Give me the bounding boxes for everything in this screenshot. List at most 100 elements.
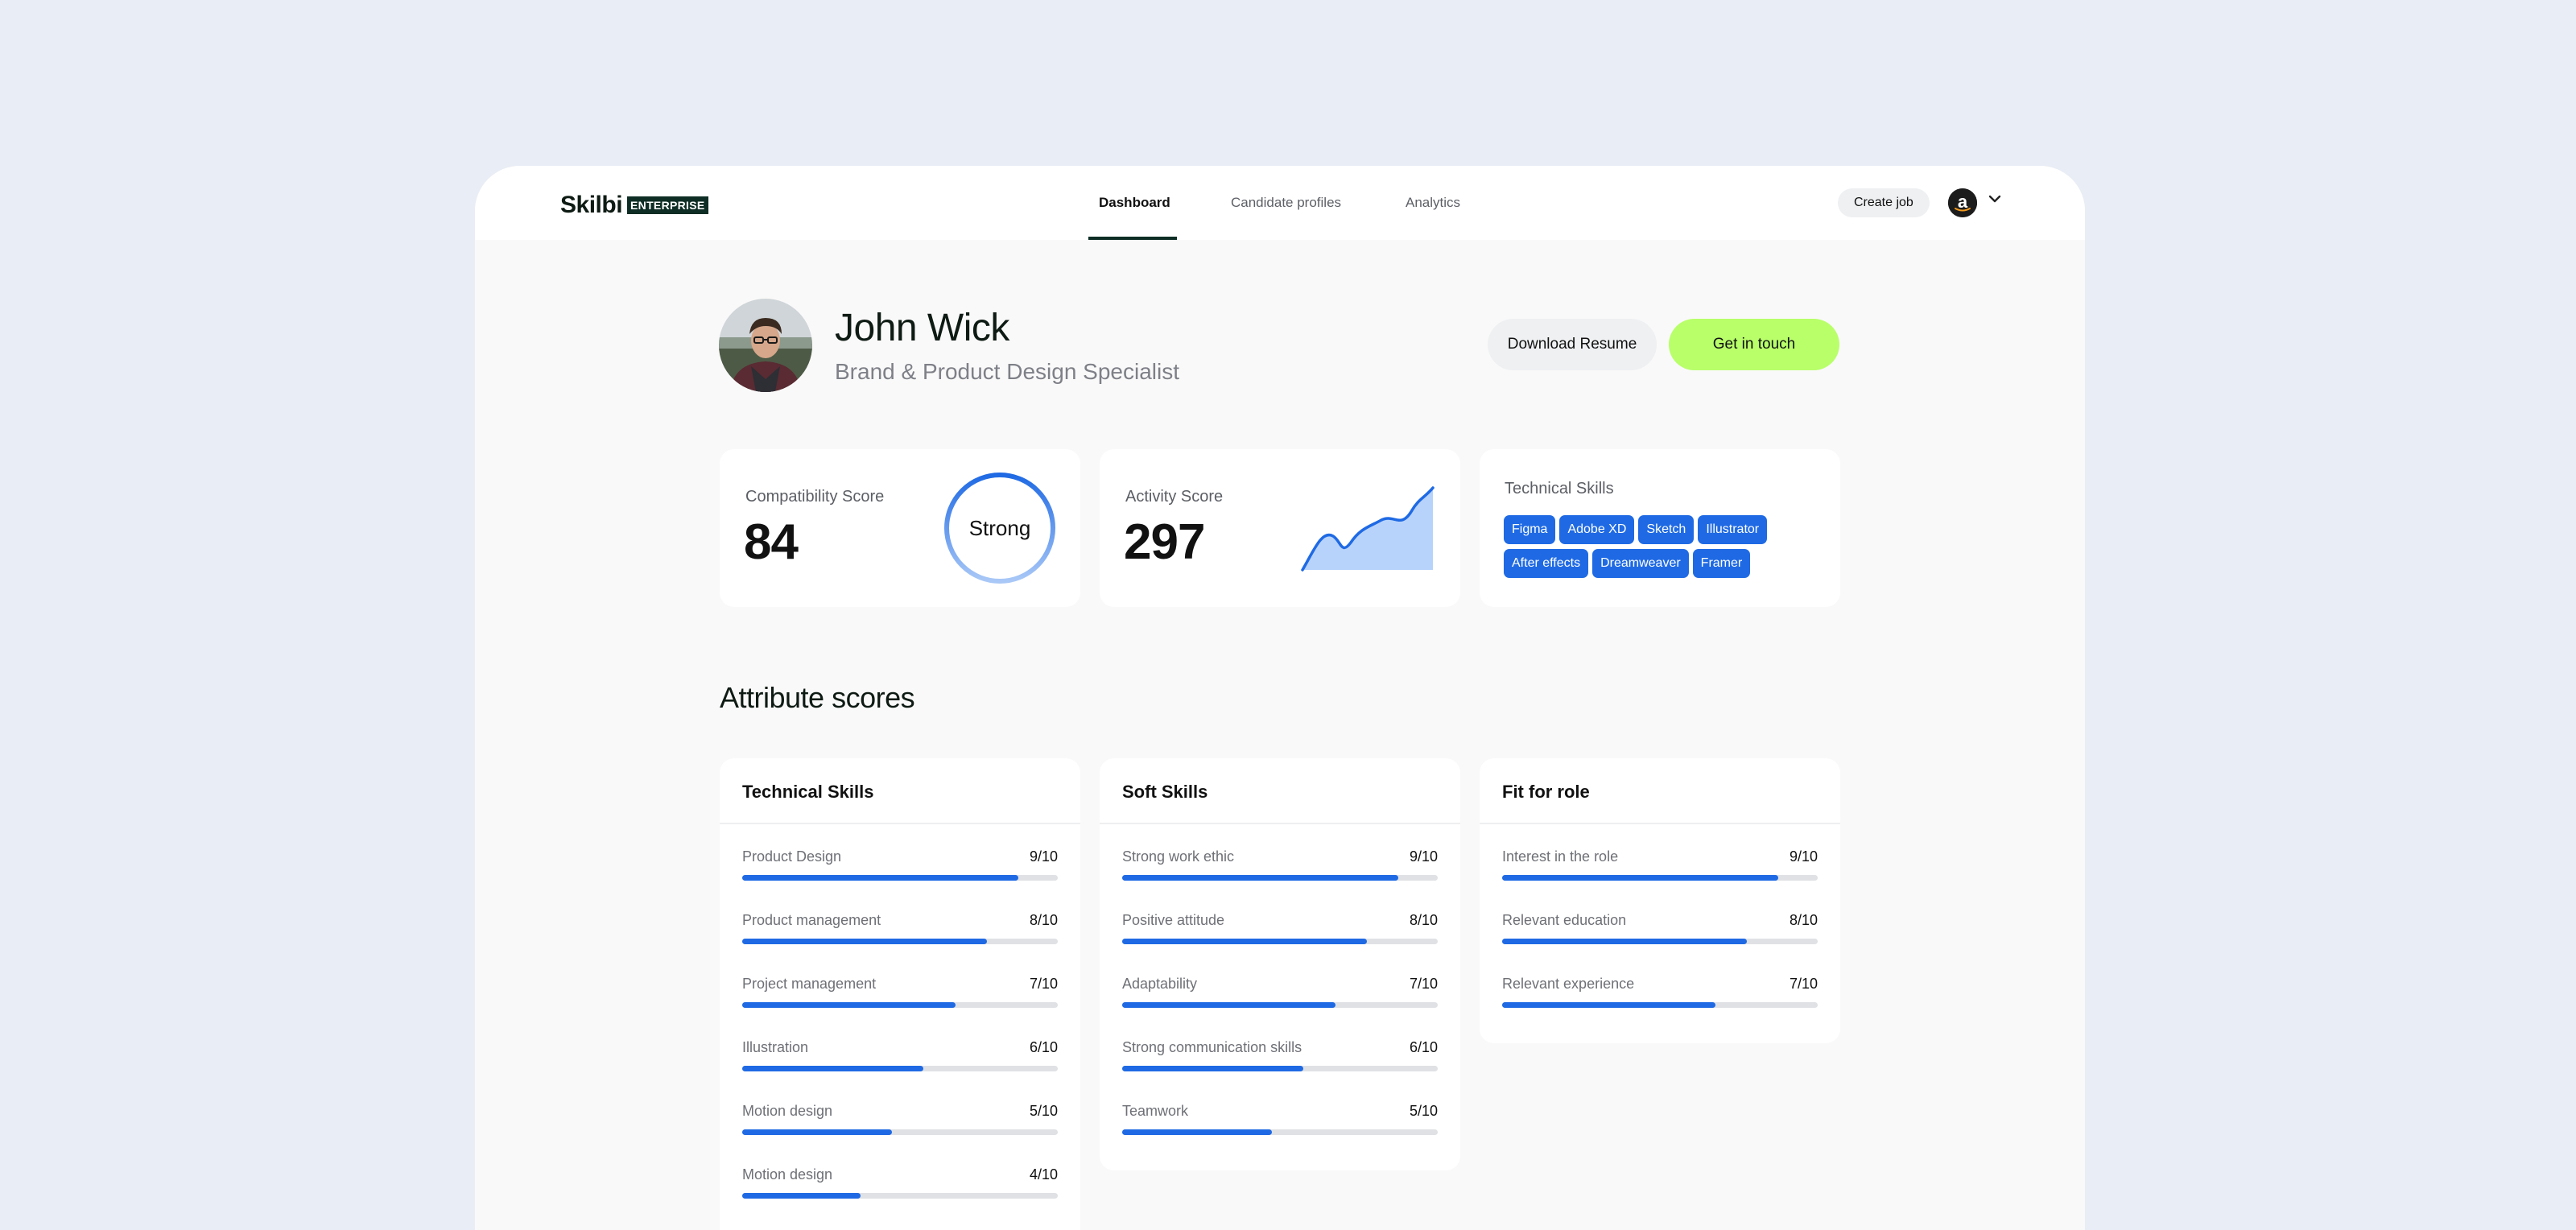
brand-badge: ENTERPRISE xyxy=(627,196,708,214)
attribute-card-header: Technical Skills xyxy=(720,758,1080,824)
attribute-label: Teamwork xyxy=(1122,1103,1189,1119)
score-bar-fill xyxy=(742,939,987,944)
score-bar-track xyxy=(1502,1002,1818,1008)
skill-chip-list: Figma Adobe XD Sketch Illustrator After … xyxy=(1504,515,1826,578)
attribute-label: Strong communication skills xyxy=(1122,1039,1302,1055)
top-navigation-bar: Skilbi ENTERPRISE Dashboard Candidate pr… xyxy=(475,166,2085,240)
amazon-logo-icon: a xyxy=(1948,188,1977,217)
compatibility-score-card: Compatibility Score 84 Strong xyxy=(720,449,1080,607)
attribute-score: 7/10 xyxy=(1029,976,1058,992)
score-bar-track xyxy=(1122,1129,1438,1135)
attribute-card-header: Soft Skills xyxy=(1100,758,1460,824)
skill-chip[interactable]: Illustrator xyxy=(1698,515,1768,544)
attribute-label: Relevant education xyxy=(1502,912,1627,928)
get-in-touch-button[interactable]: Get in touch xyxy=(1669,319,1839,370)
attribute-score: 8/10 xyxy=(1789,912,1818,928)
score-bar-track xyxy=(1122,939,1438,944)
skill-chip[interactable]: Framer xyxy=(1692,549,1751,578)
download-resume-button[interactable]: Download Resume xyxy=(1488,319,1657,370)
skill-chip[interactable]: Dreamweaver xyxy=(1592,549,1689,578)
technical-skills-card: Technical Skills Figma Adobe XD Sketch I… xyxy=(1480,449,1840,607)
attribute-row: Strong communication skills 6/10 xyxy=(1122,1039,1438,1081)
score-bar-track xyxy=(742,1129,1058,1135)
attribute-score: 6/10 xyxy=(1029,1039,1058,1055)
attribute-label: Positive attitude xyxy=(1122,912,1225,928)
attribute-label: Motion design xyxy=(742,1103,833,1119)
score-bar-track xyxy=(1122,1002,1438,1008)
attribute-card-title: Technical Skills xyxy=(742,782,874,802)
brand-name: Skilbi xyxy=(560,192,623,218)
attribute-row: Relevant education 8/10 xyxy=(1502,912,1818,954)
attribute-card-header: Fit for role xyxy=(1480,758,1840,824)
skill-chip[interactable]: Adobe XD xyxy=(1559,515,1635,544)
score-bar-fill xyxy=(1502,939,1747,944)
attribute-row: Strong work ethic 9/10 xyxy=(1122,848,1438,890)
attribute-label: Illustration xyxy=(742,1039,809,1055)
app-window: Skilbi ENTERPRISE Dashboard Candidate pr… xyxy=(475,166,2085,1230)
attribute-score: 9/10 xyxy=(1789,848,1818,865)
attribute-row: Product Design 9/10 xyxy=(742,848,1058,890)
tab-analytics[interactable]: Analytics xyxy=(1406,195,1461,210)
create-job-button[interactable]: Create job xyxy=(1838,188,1930,217)
candidate-name: John Wick xyxy=(835,307,1009,349)
attribute-row: Adaptability 7/10 xyxy=(1122,976,1438,1017)
attribute-row: Project management 7/10 xyxy=(742,976,1058,1017)
compatibility-ring-label: Strong xyxy=(968,515,1031,540)
skill-chip[interactable]: Figma xyxy=(1504,515,1556,544)
active-tab-indicator xyxy=(1088,237,1177,240)
attribute-label: Product management xyxy=(742,912,881,928)
compatibility-score-value: 84 xyxy=(744,514,799,570)
activity-sparkline xyxy=(1301,486,1435,572)
attribute-row: Positive attitude 8/10 xyxy=(1122,912,1438,954)
attribute-label: Adaptability xyxy=(1122,976,1198,992)
score-bar-fill xyxy=(1122,1066,1304,1071)
tab-dashboard[interactable]: Dashboard xyxy=(1099,195,1170,210)
account-avatar[interactable]: a xyxy=(1948,188,1977,217)
score-bar-track xyxy=(1122,875,1438,881)
attribute-score: 9/10 xyxy=(1029,848,1058,865)
attribute-row: Motion design 5/10 xyxy=(742,1103,1058,1145)
score-bar-track xyxy=(742,875,1058,881)
attribute-label: Strong work ethic xyxy=(1122,848,1235,865)
compatibility-score-label: Compatibility Score xyxy=(745,488,885,506)
attribute-score: 8/10 xyxy=(1029,912,1058,928)
attribute-score: 9/10 xyxy=(1409,848,1438,865)
skill-chip[interactable]: Sketch xyxy=(1638,515,1695,544)
score-bar-fill xyxy=(1122,939,1367,944)
attribute-row: Interest in the role 9/10 xyxy=(1502,848,1818,890)
attribute-score: 5/10 xyxy=(1029,1103,1058,1119)
score-bar-fill xyxy=(1502,1002,1715,1008)
attribute-label: Interest in the role xyxy=(1502,848,1619,865)
score-bar-fill xyxy=(742,1193,861,1199)
activity-score-value: 297 xyxy=(1124,514,1205,570)
score-bar-track xyxy=(1502,939,1818,944)
candidate-avatar xyxy=(719,299,812,392)
attribute-score: 8/10 xyxy=(1409,912,1438,928)
attribute-label: Motion design xyxy=(742,1166,833,1183)
attribute-card-title: Soft Skills xyxy=(1122,782,1208,802)
chevron-down-icon[interactable] xyxy=(1986,190,2004,208)
attribute-card-technical-skills: Technical Skills Product Design 9/10 Produ… xyxy=(720,758,1080,1230)
attribute-card-fit-for-role: Fit for role Interest in the role 9/10 Rel… xyxy=(1480,758,1840,1043)
tab-candidate-profiles[interactable]: Candidate profiles xyxy=(1231,195,1342,210)
attribute-card-title: Fit for role xyxy=(1502,782,1590,802)
score-bar-fill xyxy=(1502,875,1778,881)
attribute-row: Motion design 4/10 xyxy=(742,1166,1058,1208)
score-bar-fill xyxy=(742,1066,924,1071)
attribute-card-soft-skills: Soft Skills Strong work ethic 9/10 Positiv… xyxy=(1100,758,1460,1170)
compatibility-ring xyxy=(944,473,1055,584)
score-bar-track xyxy=(742,1066,1058,1071)
score-bar-fill xyxy=(1122,875,1398,881)
attribute-label: Product Design xyxy=(742,848,842,865)
main-nav: Dashboard Candidate profiles Analytics xyxy=(475,166,2085,240)
score-bar-fill xyxy=(1122,1129,1273,1135)
svg-text:a: a xyxy=(1958,192,1968,212)
attribute-row: Illustration 6/10 xyxy=(742,1039,1058,1081)
brand-logo[interactable]: Skilbi ENTERPRISE xyxy=(560,192,708,219)
score-bar-fill xyxy=(742,1002,956,1008)
score-bar-track xyxy=(1502,875,1818,881)
attribute-score: 5/10 xyxy=(1409,1103,1438,1119)
skill-chip[interactable]: After effects xyxy=(1504,549,1589,578)
attribute-score: 6/10 xyxy=(1409,1039,1438,1055)
technical-skills-label: Technical Skills xyxy=(1505,480,1614,497)
